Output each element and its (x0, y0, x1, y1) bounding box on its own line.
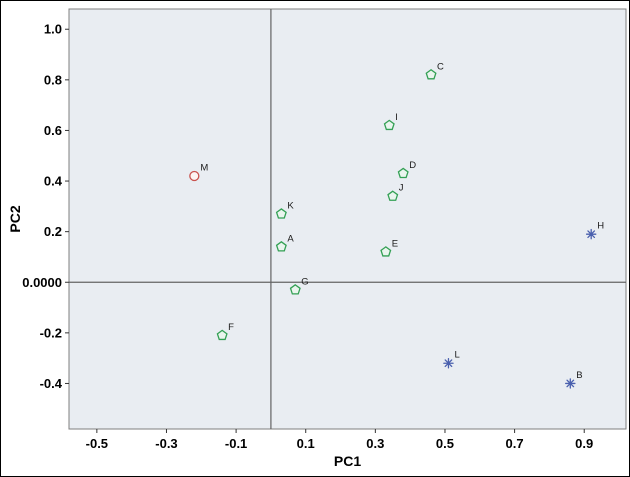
point-label: K (287, 200, 294, 211)
data-point-A: A (275, 233, 294, 252)
data-point-B: B (565, 370, 583, 389)
data-point-I: I (383, 112, 398, 131)
pentagon-marker (216, 329, 228, 341)
data-point-L: L (443, 350, 460, 369)
x-tick-label: 0.3 (366, 436, 384, 451)
point-label: H (597, 221, 604, 232)
x-tick-label: -0.1 (225, 436, 247, 451)
y-axis-title: PC2 (7, 205, 23, 233)
pentagon-marker (289, 284, 301, 295)
point-label: D (409, 160, 416, 171)
x-tick-label: 0.9 (575, 436, 593, 451)
pentagon-marker (275, 208, 287, 219)
circle-marker (189, 170, 200, 182)
star-marker (585, 228, 597, 240)
pentagon-marker (380, 246, 392, 257)
data-point-J: J (387, 183, 404, 201)
point-label: I (395, 112, 398, 123)
point-label: G (301, 276, 308, 287)
x-tick-label: 0.5 (436, 436, 454, 451)
data-point-H: H (585, 221, 604, 240)
x-tick-label: -0.3 (155, 436, 177, 451)
data-point-C: C (425, 61, 444, 80)
point-label: L (454, 350, 459, 361)
point-label: A (287, 233, 294, 244)
pentagon-marker (275, 241, 287, 252)
star-marker (443, 357, 454, 369)
x-tick-label: 0.7 (506, 436, 524, 451)
y-tick-label: 0.2 (44, 224, 62, 239)
y-tick-label: 0.8 (44, 72, 62, 87)
y-tick-label: -0.4 (40, 376, 63, 391)
point-label: F (228, 322, 234, 333)
pentagon-marker (383, 119, 395, 131)
x-tick-label: 0.1 (297, 436, 315, 451)
data-point-G: G (289, 276, 309, 295)
plot-panel (68, 8, 627, 430)
point-label: B (576, 370, 582, 381)
data-point-F: F (216, 322, 234, 341)
point-label: J (399, 183, 404, 194)
y-tick-label: -0.2 (40, 325, 62, 340)
pentagon-marker (387, 190, 399, 201)
point-label: M (200, 162, 208, 173)
point-label: C (437, 61, 444, 72)
pentagon-marker (397, 167, 409, 179)
pentagon-marker (425, 68, 437, 80)
data-point-M: M (189, 162, 208, 182)
y-tick-label: 0.4 (44, 174, 63, 189)
y-tick-label: 1.0 (44, 22, 62, 37)
x-tick-label: -0.5 (86, 436, 108, 451)
data-point-K: K (275, 200, 294, 219)
data-point-D: D (397, 160, 416, 179)
data-point-E: E (380, 238, 398, 257)
point-label: E (392, 238, 398, 249)
y-tick-label: 0.0000 (22, 275, 62, 290)
star-marker (565, 378, 576, 389)
x-axis-title: PC1 (333, 453, 362, 469)
y-tick-label: 0.6 (44, 123, 62, 138)
